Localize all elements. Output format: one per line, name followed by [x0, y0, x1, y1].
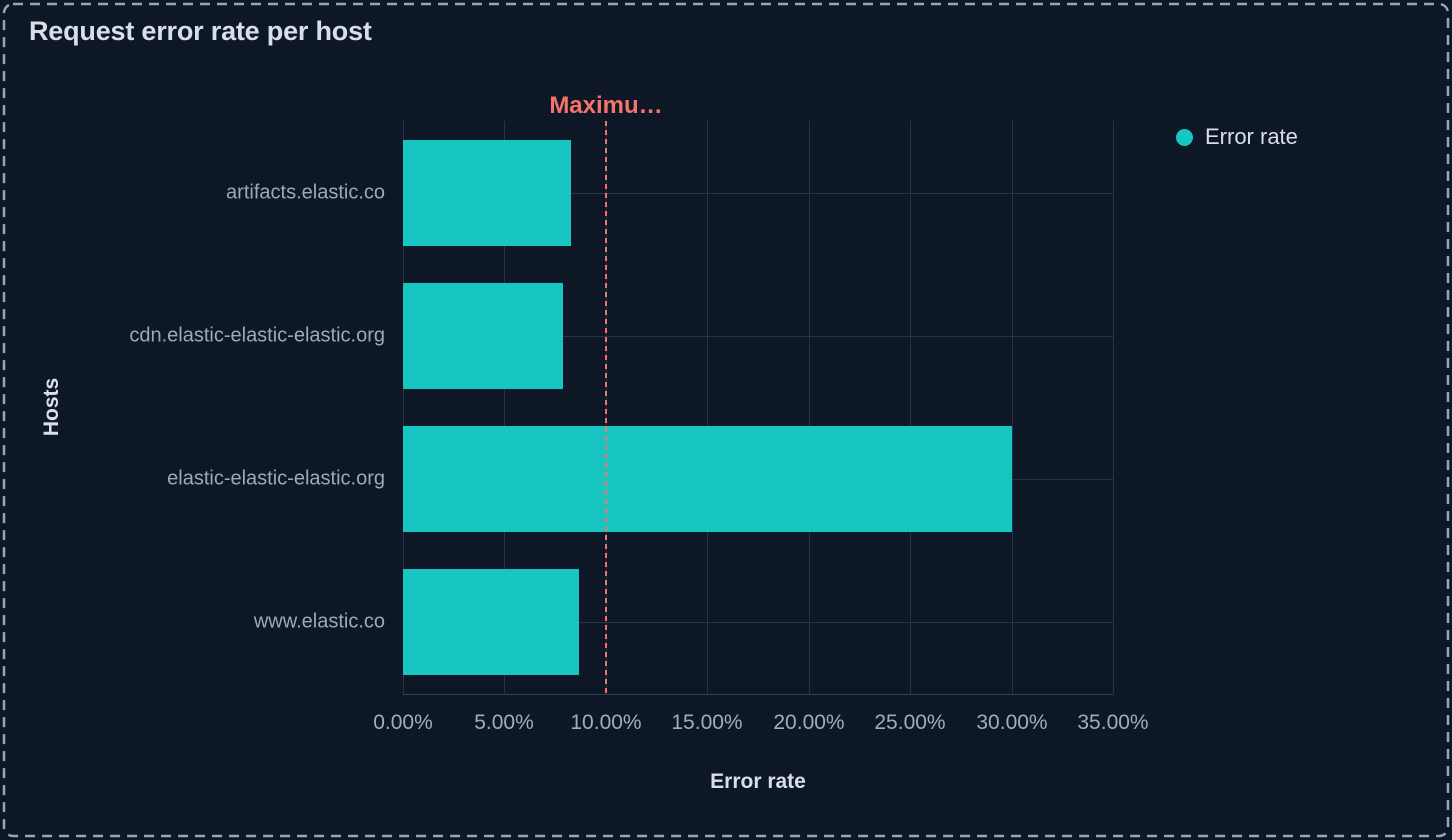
bar[interactable] [403, 426, 1012, 532]
gridline-vertical [403, 121, 404, 694]
gridline-vertical [910, 121, 911, 694]
legend-item-label: Error rate [1205, 124, 1298, 149]
gridline-vertical [1012, 121, 1013, 694]
panel-title: Request error rate per host [29, 16, 372, 46]
y-axis-label: www.elastic.co [253, 610, 385, 633]
x-axis-line [403, 694, 1113, 695]
y-axis-label: artifacts.elastic.co [226, 181, 385, 204]
bar[interactable] [403, 140, 571, 246]
gridline-horizontal [403, 193, 1113, 194]
legend-swatch-icon [1176, 128, 1193, 146]
x-axis-tick-label: 20.00% [773, 711, 845, 734]
gridline-horizontal [403, 336, 1113, 337]
x-axis-tick-label: 5.00% [474, 711, 534, 734]
y-axis-title: Hosts [40, 377, 63, 437]
x-axis-tick-label: 10.00% [570, 711, 642, 734]
gridline-vertical [1113, 121, 1114, 694]
legend-item-error-rate[interactable]: Error rate [1176, 124, 1298, 150]
x-axis-tick-label: 0.00% [373, 711, 433, 734]
bar[interactable] [403, 569, 579, 675]
bar[interactable] [403, 283, 563, 389]
x-axis-tick-label: 15.00% [671, 711, 743, 734]
gridline-vertical [809, 121, 810, 694]
y-axis-label: cdn.elastic-elastic-elastic.org [129, 324, 385, 347]
gridline-vertical [707, 121, 708, 694]
x-axis-tick-label: 35.00% [1077, 711, 1149, 734]
gridline-horizontal [403, 622, 1113, 623]
gridline-vertical [504, 121, 505, 694]
annotation-threshold-line [605, 121, 607, 694]
x-axis-title: Error rate [710, 770, 806, 793]
x-axis-tick-label: 30.00% [976, 711, 1048, 734]
annotation-label: Maximu… [549, 92, 663, 119]
y-axis-label: elastic-elastic-elastic.org [167, 467, 385, 490]
plot-area [403, 121, 1114, 695]
x-axis-tick-label: 25.00% [874, 711, 946, 734]
